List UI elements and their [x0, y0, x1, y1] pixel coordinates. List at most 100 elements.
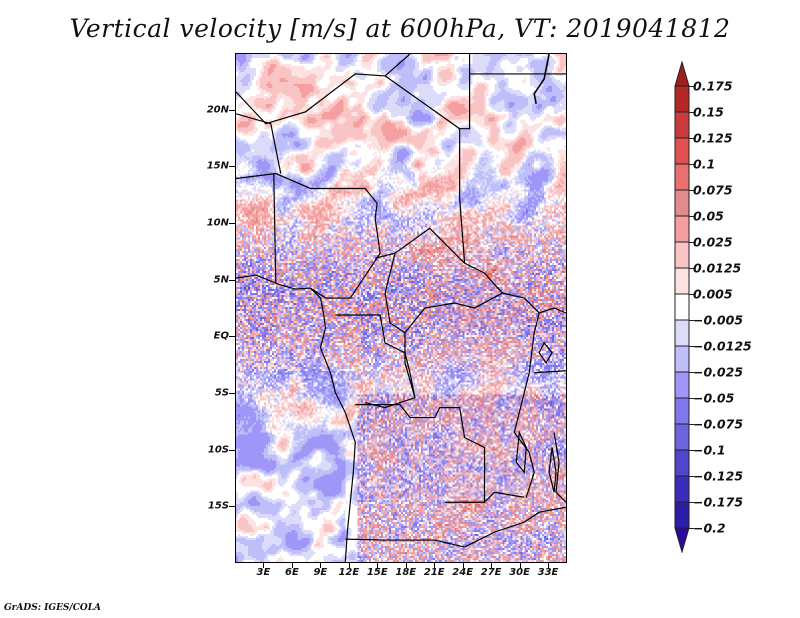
border-zambia-south — [464, 506, 566, 548]
x-tick-label: 6E — [285, 567, 299, 578]
x-tick-label: 24E — [452, 567, 474, 578]
border-drc-east — [513, 297, 540, 498]
colorbar-label: 0.005 — [693, 286, 733, 302]
border-mali-niger — [236, 113, 282, 174]
y-tick-label: 10S — [207, 444, 229, 456]
colorbar-segment — [674, 449, 690, 477]
vertical-velocity-field — [236, 54, 566, 562]
colorbar-label: −0.175 — [693, 494, 744, 510]
colorbar-segment — [674, 423, 690, 451]
border-angola-namibia — [345, 538, 465, 548]
colorbar-tick — [689, 475, 694, 477]
lake-victoria — [538, 341, 553, 364]
border-gabon-congo — [335, 314, 416, 398]
colorbar-label: −0.005 — [693, 312, 744, 328]
x-tick-label: 12E — [338, 567, 360, 578]
x-tick-label: 9E — [313, 567, 328, 578]
colorbar-segment — [674, 111, 690, 139]
country-borders — [236, 54, 566, 562]
colorbar-label: −0.0125 — [693, 338, 752, 354]
colorbar-segment — [674, 267, 690, 295]
x-tick-label: 3E — [256, 567, 271, 578]
x-tick — [405, 563, 407, 568]
x-tick — [348, 563, 350, 568]
colorbar-segment — [674, 293, 690, 321]
colorbar-label: 0.05 — [693, 208, 724, 224]
y-tick — [229, 506, 235, 508]
y-tick-label: 15S — [207, 500, 229, 512]
border-tanzania — [534, 370, 566, 374]
x-tick — [291, 563, 293, 568]
y-tick — [229, 223, 235, 224]
x-tick-label: 18E — [395, 567, 417, 578]
y-tick — [229, 166, 235, 168]
colorbar-label: −0.2 — [693, 520, 726, 536]
colorbar-tick — [689, 501, 694, 503]
colorbar-segment — [674, 189, 690, 217]
plot-title: Vertical velocity [m/s] at 600hPa, VT: 2… — [69, 14, 731, 43]
colorbar-segment — [674, 85, 690, 113]
x-tick — [519, 563, 521, 568]
y-tick-label: 15N — [206, 160, 229, 172]
colorbar-segment — [674, 137, 690, 165]
y-tick — [229, 109, 235, 111]
y-tick-label: 5N — [213, 274, 229, 286]
y-tick — [229, 393, 235, 394]
colorbar-segment — [674, 397, 690, 425]
x-tick — [548, 563, 550, 568]
colorbar-segment — [674, 475, 690, 503]
border-benin-nigeria — [273, 173, 277, 284]
colorbar-arrow-max — [674, 61, 690, 87]
border-algeria-niger — [236, 54, 411, 125]
border-coast-gulf-guinea — [236, 274, 356, 562]
colorbar-tick — [689, 215, 694, 217]
x-tick — [320, 563, 322, 568]
border-car-drc — [404, 292, 525, 334]
colorbar-tick — [689, 527, 694, 529]
colorbar-tick — [689, 293, 694, 295]
colorbar-tick — [689, 241, 694, 243]
x-tick-label: 21E — [423, 567, 445, 578]
border-nigeria-cameroon — [310, 218, 381, 299]
colorbar-label: 0.125 — [693, 130, 733, 146]
y-tick-label: 5S — [214, 387, 229, 399]
colorbar-tick — [689, 85, 694, 87]
border-niger-chad — [384, 75, 461, 199]
border-libya-chad — [459, 54, 471, 130]
colorbar-label: 0.15 — [693, 104, 724, 120]
border-chad-car — [375, 227, 466, 264]
border-mozambique — [553, 432, 566, 503]
colorbar-tick — [689, 111, 694, 113]
colorbar-segment — [674, 241, 690, 269]
x-tick — [462, 563, 464, 568]
border-uganda-kenya — [538, 307, 566, 314]
colorbar-tick — [689, 371, 694, 373]
x-tick-label: 30E — [509, 567, 530, 578]
x-tick-label: 33E — [537, 567, 559, 578]
y-tick — [229, 449, 235, 451]
colorbar-label: 0.1 — [693, 156, 716, 172]
y-tick-label: EQ — [213, 330, 229, 342]
nile-river — [533, 54, 550, 104]
footer-credit: GrADS: IGES/COLA — [4, 603, 102, 613]
colorbar-tick — [689, 449, 694, 451]
colorbar-label: 0.175 — [693, 78, 733, 94]
colorbar-segment — [674, 371, 690, 399]
colorbar-tick — [689, 189, 694, 191]
colorbar-tick — [689, 345, 694, 347]
colorbar-label: 0.075 — [693, 182, 733, 198]
y-tick-label: 20N — [206, 104, 229, 116]
colorbar-tick — [689, 397, 694, 399]
colorbar-label: −0.05 — [693, 390, 735, 406]
colorbar-label: −0.025 — [693, 364, 744, 380]
colorbar-tick — [689, 163, 694, 165]
colorbar-arrow-min — [674, 527, 690, 553]
border-niger-nigeria — [236, 172, 378, 219]
colorbar-segment — [674, 501, 690, 529]
y-tick — [229, 279, 235, 281]
colorbar-label: 0.025 — [693, 234, 733, 250]
colorbar-tick — [689, 137, 694, 139]
lake-malawi — [548, 447, 557, 493]
colorbar-label: 0.0125 — [693, 260, 742, 276]
colorbar-label: −0.075 — [693, 416, 744, 432]
